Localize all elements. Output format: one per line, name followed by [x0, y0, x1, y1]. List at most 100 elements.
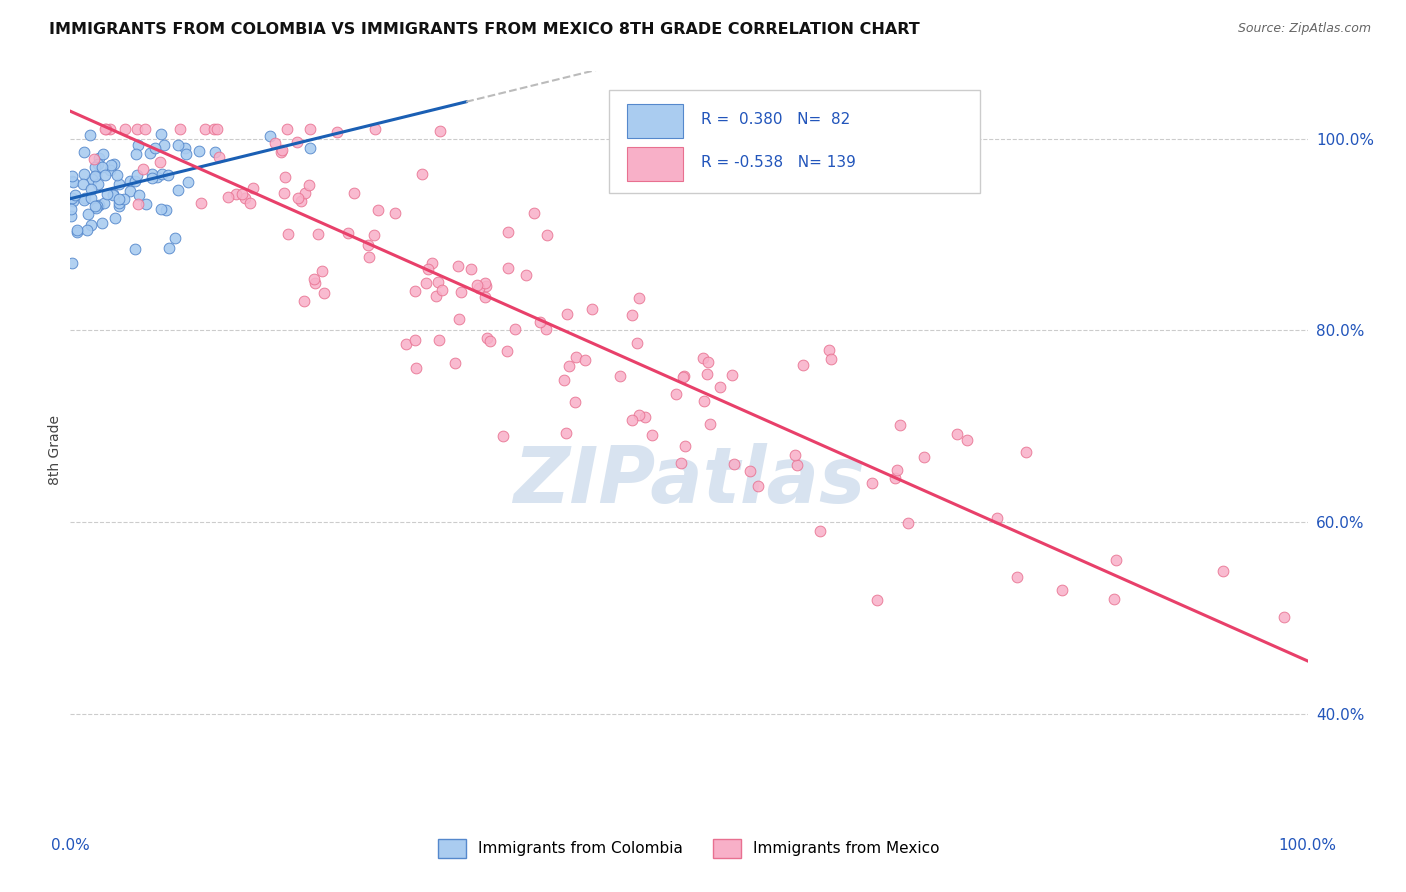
Point — [98, 163, 121, 178]
Point — [912, 450, 935, 464]
Point — [479, 334, 502, 348]
Point — [986, 511, 1008, 525]
Point — [149, 154, 172, 169]
Point — [91, 146, 114, 161]
Point — [298, 141, 321, 155]
Point — [581, 302, 603, 317]
Point — [112, 192, 135, 206]
Point — [204, 145, 226, 159]
Point — [405, 361, 427, 376]
Point — [450, 285, 472, 300]
Point — [202, 122, 225, 136]
Point — [157, 241, 180, 255]
Point — [820, 352, 842, 367]
Point — [177, 175, 200, 189]
Point — [271, 143, 294, 157]
Point — [337, 226, 360, 240]
Point — [60, 169, 83, 184]
Point — [465, 277, 488, 292]
Point — [84, 201, 107, 215]
Point — [79, 128, 101, 142]
Point — [420, 256, 443, 270]
Point — [73, 167, 96, 181]
Point — [270, 145, 292, 159]
Point — [76, 223, 98, 237]
Point — [326, 125, 349, 139]
Point — [792, 358, 814, 372]
Point — [709, 380, 731, 394]
Point — [135, 197, 157, 211]
Point — [1050, 582, 1073, 597]
Point — [165, 231, 187, 245]
Point — [634, 409, 657, 424]
Point — [496, 225, 519, 239]
Point — [384, 206, 406, 220]
Text: Source: ZipAtlas.com: Source: ZipAtlas.com — [1237, 22, 1371, 36]
Point — [446, 259, 468, 273]
Point — [101, 186, 124, 201]
Text: ZIPatlas: ZIPatlas — [513, 442, 865, 519]
Point — [620, 308, 643, 322]
Point — [287, 191, 309, 205]
Point — [118, 184, 141, 198]
Point — [83, 153, 105, 167]
Point — [87, 177, 110, 191]
Point — [491, 429, 513, 443]
Point — [80, 218, 103, 232]
FancyBboxPatch shape — [627, 104, 683, 138]
Point — [60, 174, 83, 188]
Point — [94, 122, 117, 136]
Point — [395, 336, 418, 351]
Point — [150, 127, 173, 141]
Point — [946, 426, 969, 441]
Point — [207, 122, 229, 136]
Point — [287, 135, 309, 149]
Point — [740, 464, 762, 478]
Point — [304, 272, 326, 286]
Point — [866, 593, 889, 607]
Point — [128, 188, 150, 202]
Point — [276, 122, 298, 136]
Point — [60, 191, 83, 205]
Point — [62, 194, 84, 208]
Point — [233, 191, 256, 205]
Point — [90, 160, 112, 174]
Point — [460, 262, 482, 277]
Point — [311, 263, 333, 277]
Point — [108, 192, 131, 206]
Point — [415, 276, 437, 290]
Point — [367, 202, 389, 217]
Point — [673, 439, 696, 453]
Point — [83, 169, 105, 184]
Point — [443, 356, 465, 370]
Point — [430, 283, 453, 297]
Point — [357, 237, 380, 252]
Point — [699, 417, 721, 431]
Point — [80, 182, 103, 196]
Point — [628, 408, 651, 422]
Point — [108, 199, 131, 213]
Point — [626, 335, 648, 350]
Point — [290, 194, 312, 209]
Point — [125, 168, 148, 182]
Point — [72, 177, 94, 191]
Point — [1102, 591, 1125, 606]
Point — [886, 463, 908, 477]
Point — [475, 331, 498, 345]
Point — [627, 291, 650, 305]
Point — [167, 137, 190, 152]
Point — [208, 151, 231, 165]
Point — [73, 191, 96, 205]
Point — [294, 186, 316, 200]
Point — [558, 359, 581, 373]
Point — [474, 290, 496, 304]
Point — [696, 368, 718, 382]
Point — [574, 352, 596, 367]
Point — [94, 168, 117, 182]
Text: R =  0.380   N=  82: R = 0.380 N= 82 — [702, 112, 851, 127]
Point — [299, 122, 322, 136]
Point — [134, 122, 156, 136]
Point — [523, 206, 546, 220]
Point — [693, 394, 716, 409]
Point — [73, 145, 96, 160]
